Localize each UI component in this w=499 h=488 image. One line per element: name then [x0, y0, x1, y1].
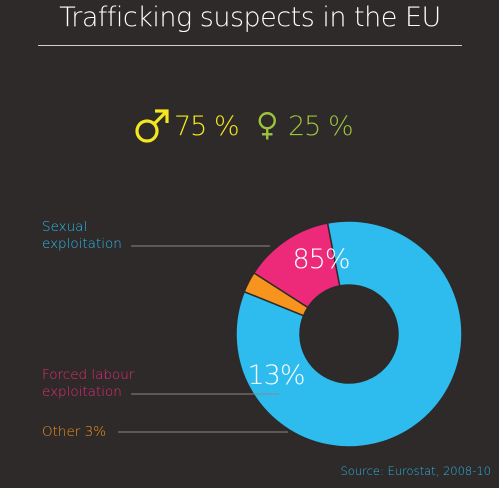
female-percent: 25 %: [288, 110, 354, 142]
female-symbol-icon: [258, 112, 276, 140]
chart-title: Trafficking suspects in the EU: [59, 2, 441, 33]
data-label-forced-labour-exploitation: 13%: [247, 360, 304, 391]
slice-sexual-exploitation: [235, 220, 463, 448]
male-share: 75 %: [132, 104, 240, 148]
source-note: Source: Eurostat, 2008-10: [340, 464, 491, 478]
male-percent: 75 %: [174, 110, 240, 142]
category-label-other: Other 3%: [42, 424, 107, 440]
slice-other: [243, 271, 309, 317]
female-share: 25 %: [256, 104, 354, 148]
title-divider: [38, 45, 462, 46]
category-label-sexual-exploitation: Sexual exploitation: [42, 219, 122, 252]
data-label-sexual-exploitation: 85%: [292, 244, 349, 275]
category-label-forced-labour-exploitation: Forced labour exploitation: [42, 367, 135, 400]
male-symbol-icon: [135, 109, 169, 143]
